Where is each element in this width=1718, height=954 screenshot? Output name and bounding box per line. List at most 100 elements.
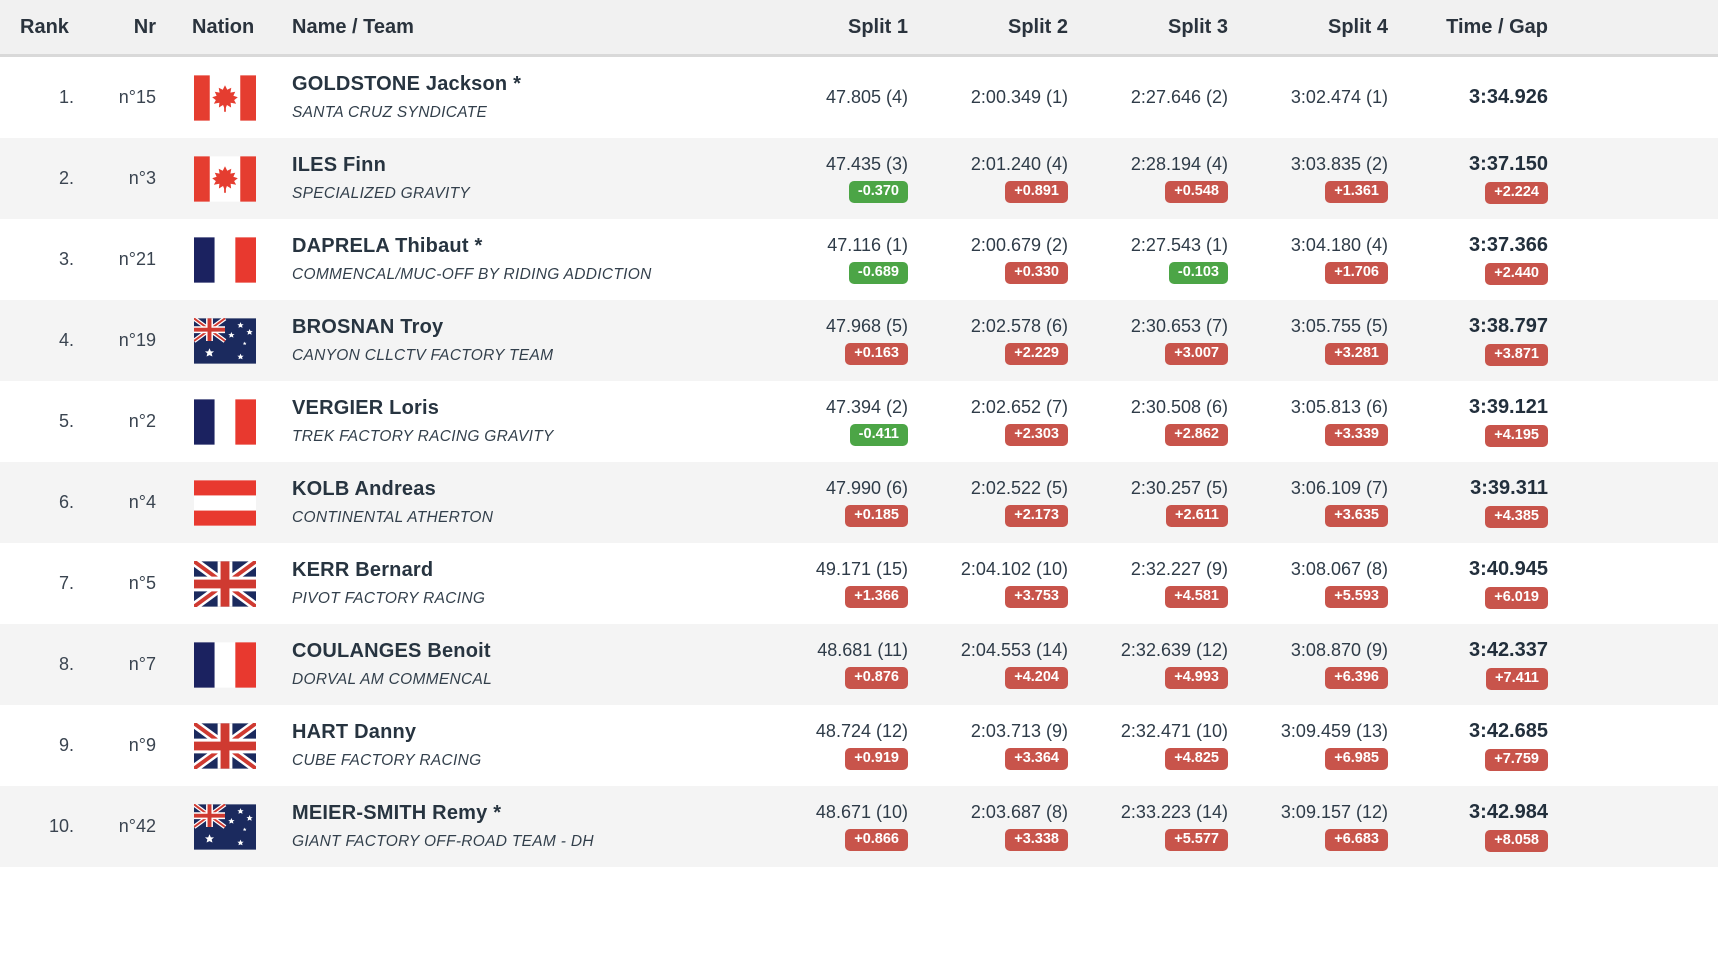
split4-time: 3:08.870 (9) <box>1290 639 1388 660</box>
team-name: PIVOT FACTORY RACING <box>292 590 486 607</box>
total-gap-badge: +4.385 <box>1485 505 1548 529</box>
split2-gap-badge: +4.204 <box>1005 666 1068 690</box>
final-time: 3:37.150 <box>1469 152 1548 175</box>
split3-time: 2:30.653 (7) <box>1130 315 1228 336</box>
split4-cell: 3:05.813 (6) +3.339 <box>1228 397 1388 447</box>
split2-gap-badge: +2.303 <box>1005 423 1068 447</box>
team-name: GIANT FACTORY OFF-ROAD TEAM - DH <box>292 833 594 850</box>
split2-gap-badge: +3.364 <box>1005 747 1068 771</box>
flag-australia-icon <box>194 317 256 364</box>
split3-gap-badge: +2.862 <box>1165 423 1228 447</box>
split2-time: 2:04.553 (14) <box>960 639 1068 660</box>
split4-time: 3:05.813 (6) <box>1290 396 1388 417</box>
split3-cell: 2:28.194 (4) +0.548 <box>1068 154 1228 204</box>
split1-time: 47.116 (1) <box>827 234 908 255</box>
time-gap-cell: 3:37.366 +2.440 <box>1388 234 1548 286</box>
split1-gap-badge: -0.411 <box>849 423 908 447</box>
bib-number: n°21 <box>118 249 156 269</box>
final-time: 3:42.984 <box>1469 800 1548 823</box>
rider-name: MEIER-SMITH Remy * <box>292 802 502 824</box>
table-row: 6. n°4 KOLB Andreas CONTINENTAL ATHERTON… <box>0 462 1718 543</box>
split4-time: 3:08.067 (8) <box>1290 558 1388 579</box>
split1-gap-badge: +0.866 <box>845 828 908 852</box>
total-gap-badge: +2.224 <box>1485 181 1548 205</box>
split1-cell: 48.671 (10) +0.866 <box>748 802 908 852</box>
team-name: CANYON CLLCTV FACTORY TEAM <box>292 347 554 364</box>
split2-time: 2:02.652 (7) <box>970 396 1068 417</box>
split3-cell: 2:27.646 (2) <box>1068 87 1228 108</box>
time-gap-cell: 3:40.945 +6.019 <box>1388 558 1548 610</box>
rider-name: KOLB Andreas <box>292 478 436 500</box>
nation-cell <box>158 317 262 364</box>
split3-cell: 2:27.543 (1) -0.103 <box>1068 235 1228 285</box>
header-split4: Split 4 <box>1327 15 1388 38</box>
split3-time: 2:32.471 (10) <box>1120 720 1228 741</box>
name-team-cell: KERR Bernard PIVOT FACTORY RACING <box>262 559 748 608</box>
split2-time: 2:01.240 (4) <box>970 153 1068 174</box>
split4-gap-badge: +1.706 <box>1325 261 1388 285</box>
split2-gap-badge: +0.330 <box>1005 261 1068 285</box>
split4-time: 3:06.109 (7) <box>1290 477 1388 498</box>
name-team-cell: GOLDSTONE Jackson * SANTA CRUZ SYNDICATE <box>262 73 748 122</box>
rider-name: VERGIER Loris <box>292 397 440 419</box>
split1-time: 48.724 (12) <box>815 720 908 741</box>
split1-time: 48.671 (10) <box>815 801 908 822</box>
bib-number: n°9 <box>128 735 156 755</box>
split3-cell: 2:33.223 (14) +5.577 <box>1068 802 1228 852</box>
flag-france-icon <box>194 398 256 445</box>
final-time: 3:42.337 <box>1469 638 1548 661</box>
rider-name: GOLDSTONE Jackson * <box>292 73 522 95</box>
results-rows: 1. n°15 GOLDSTONE Jackson * SANTA CRUZ S… <box>0 57 1718 867</box>
name-team-cell: MEIER-SMITH Remy * GIANT FACTORY OFF-ROA… <box>262 802 748 851</box>
split3-time: 2:33.223 (14) <box>1120 801 1228 822</box>
split2-cell: 2:01.240 (4) +0.891 <box>908 154 1068 204</box>
split3-time: 2:32.639 (12) <box>1120 639 1228 660</box>
split4-gap-badge: +6.396 <box>1325 666 1388 690</box>
rider-name: BROSNAN Troy <box>292 316 444 338</box>
split4-gap-badge: +3.635 <box>1325 504 1388 528</box>
split3-cell: 2:32.227 (9) +4.581 <box>1068 559 1228 609</box>
header-rank: Rank <box>20 15 69 38</box>
split2-time: 2:02.522 (5) <box>970 477 1068 498</box>
split2-time: 2:04.102 (10) <box>960 558 1068 579</box>
split1-time: 47.805 (4) <box>825 87 908 107</box>
table-row: 1. n°15 GOLDSTONE Jackson * SANTA CRUZ S… <box>0 57 1718 138</box>
header-split2: Split 2 <box>1007 15 1068 38</box>
nation-cell <box>158 155 262 202</box>
split4-cell: 3:09.459 (13) +6.985 <box>1228 721 1388 771</box>
team-name: DORVAL AM COMMENCAL <box>292 671 493 688</box>
bib-number: n°4 <box>128 492 156 512</box>
table-header-row: Rank Nr Nation Name / Team Split 1 Split… <box>0 0 1718 57</box>
split2-gap-badge: +3.338 <box>1005 828 1068 852</box>
rider-name: ILES Finn <box>292 154 387 176</box>
final-time: 3:40.945 <box>1469 557 1548 580</box>
split3-gap-badge: +4.581 <box>1165 585 1228 609</box>
split1-gap-badge: +0.185 <box>845 504 908 528</box>
header-name-team: Name / Team <box>292 15 414 38</box>
flag-canada-icon <box>194 74 256 121</box>
split2-time: 2:03.687 (8) <box>970 801 1068 822</box>
team-name: SPECIALIZED GRAVITY <box>292 185 470 202</box>
split1-cell: 47.805 (4) <box>748 87 908 108</box>
split3-gap-badge: +5.577 <box>1165 828 1228 852</box>
split2-gap-badge: +2.173 <box>1005 504 1068 528</box>
flag-france-icon <box>194 641 256 688</box>
split1-cell: 48.681 (11) +0.876 <box>748 640 908 690</box>
split3-cell: 2:32.471 (10) +4.825 <box>1068 721 1228 771</box>
final-time: 3:38.797 <box>1469 314 1548 337</box>
flag-australia-icon <box>194 803 256 850</box>
split3-time: 2:30.257 (5) <box>1130 477 1228 498</box>
time-gap-cell: 3:34.926 <box>1388 86 1548 109</box>
split4-cell: 3:09.157 (12) +6.683 <box>1228 802 1388 852</box>
name-team-cell: KOLB Andreas CONTINENTAL ATHERTON <box>262 478 748 527</box>
table-row: 5. n°2 VERGIER Loris TREK FACTORY RACING… <box>0 381 1718 462</box>
header-split3: Split 3 <box>1167 15 1228 38</box>
split1-cell: 47.435 (3) -0.370 <box>748 154 908 204</box>
table-row: 9. n°9 HART Danny CUBE FACTORY RACING 48… <box>0 705 1718 786</box>
rank-value: 9. <box>58 735 74 755</box>
team-name: CUBE FACTORY RACING <box>292 752 482 769</box>
split1-time: 47.435 (3) <box>825 153 908 174</box>
results-table: Rank Nr Nation Name / Team Split 1 Split… <box>0 0 1718 867</box>
table-row: 3. n°21 DAPRELA Thibaut * COMMENCAL/MUC-… <box>0 219 1718 300</box>
rank-value: 4. <box>58 330 74 350</box>
